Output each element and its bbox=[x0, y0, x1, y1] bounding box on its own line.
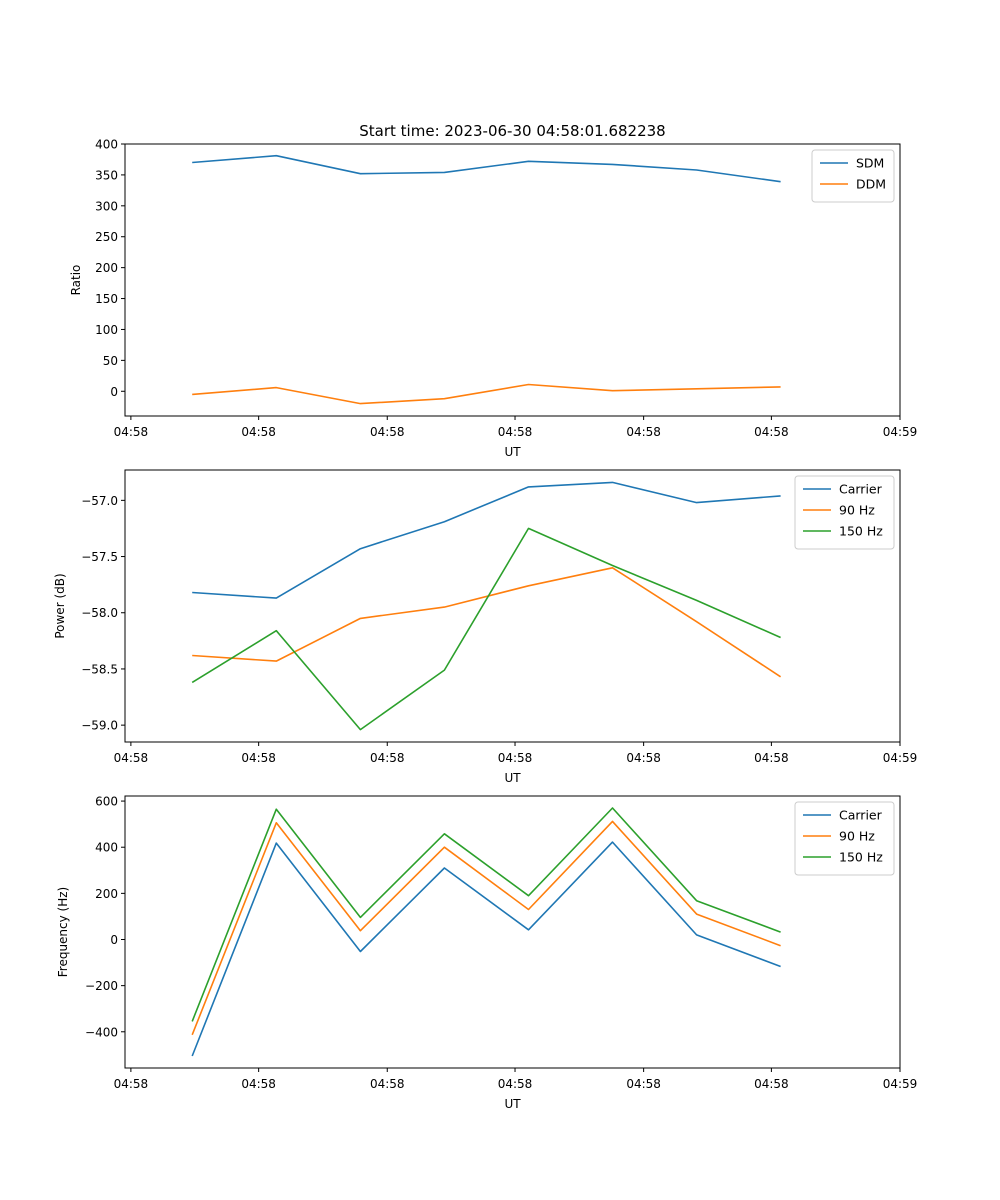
y-tick-label: 100 bbox=[95, 323, 118, 337]
series-line-carrier bbox=[192, 481, 781, 599]
y-tick-label: 200 bbox=[95, 887, 118, 901]
y-tick-label: 400 bbox=[95, 138, 118, 152]
x-tick-label: 04:58 bbox=[498, 1077, 533, 1091]
y-tick-label: −200 bbox=[85, 979, 118, 993]
x-tick-label: 04:58 bbox=[754, 1077, 789, 1091]
legend-label: 150 Hz bbox=[839, 850, 883, 865]
legend-label: 150 Hz bbox=[839, 524, 883, 539]
series-line-150-hz bbox=[191, 527, 781, 731]
axes-frame bbox=[124, 795, 901, 1069]
chart-panel-2: 04:58 04:58 04:58 04:58 04:58 04:58 04:59 −59.0… bbox=[53, 469, 918, 785]
y-tick-label: −58.5 bbox=[81, 662, 118, 676]
y-tick-label: 300 bbox=[95, 199, 118, 213]
x-tick-label: 04:58 bbox=[370, 1077, 405, 1091]
plot-area bbox=[125, 144, 900, 416]
x-tick-label: 04:58 bbox=[370, 425, 405, 439]
x-tick-label: 04:58 bbox=[370, 751, 405, 765]
x-tick-label: 04:58 bbox=[114, 751, 149, 765]
series-line-ddm bbox=[192, 383, 781, 405]
y-tick-label: −57.5 bbox=[81, 550, 118, 564]
legend-label: Carrier bbox=[839, 482, 883, 497]
x-tick-label: 04:58 bbox=[498, 751, 533, 765]
legend: SDM DDM bbox=[811, 149, 895, 203]
x-tick-label: 04:58 bbox=[241, 1077, 276, 1091]
y-tick-label: −58.0 bbox=[81, 606, 118, 620]
x-tick-label: 04:58 bbox=[114, 1077, 149, 1091]
series-line-sdm bbox=[192, 154, 781, 183]
y-tick-label: 350 bbox=[95, 168, 118, 182]
x-tick-label: 04:58 bbox=[626, 425, 661, 439]
plot-area bbox=[125, 796, 900, 1068]
x-tick-label: 04:59 bbox=[883, 751, 918, 765]
x-tick-label: 04:59 bbox=[883, 1077, 918, 1091]
chart-panel-3: 04:58 04:58 04:58 04:58 04:58 04:58 04:59 −400 −… bbox=[56, 795, 917, 1111]
x-tick-label: 04:58 bbox=[241, 425, 276, 439]
x-tick-label: 04:58 bbox=[754, 425, 789, 439]
legend-label: 90 Hz bbox=[839, 829, 875, 844]
y-tick-label: 200 bbox=[95, 261, 118, 275]
legend-label: DDM bbox=[856, 177, 886, 192]
x-tick-label: 04:58 bbox=[626, 1077, 661, 1091]
panels: 04:58 04:58 04:58 04:58 04:58 04:58 04:59 0 50 10… bbox=[53, 138, 917, 1112]
chart-panel-1: 04:58 04:58 04:58 04:58 04:58 04:58 04:59 0 50 10… bbox=[69, 138, 917, 460]
y-tick-label: 0 bbox=[110, 385, 118, 399]
series-line-150-hz bbox=[191, 807, 781, 1022]
legend-label: Carrier bbox=[839, 808, 883, 823]
y-axis-label: Power (dB) bbox=[53, 573, 67, 638]
y-tick-label: −59.0 bbox=[81, 719, 118, 733]
legend-label: SDM bbox=[856, 156, 884, 171]
axes-frame bbox=[124, 143, 901, 417]
axes-frame bbox=[124, 469, 901, 743]
y-axis-label: Ratio bbox=[69, 265, 83, 296]
x-axis-label: UT bbox=[504, 445, 521, 459]
y-tick-label: 150 bbox=[95, 292, 118, 306]
series-line-90-hz bbox=[192, 566, 782, 678]
legend: Carrier 90 Hz 150 Hz bbox=[794, 475, 895, 550]
plot-area bbox=[125, 470, 900, 742]
y-tick-label: 0 bbox=[110, 933, 118, 947]
x-axis-label: UT bbox=[504, 771, 521, 785]
y-axis-label: Frequency (Hz) bbox=[56, 887, 70, 978]
figure-title: Start time: 2023-06-30 04:58:01.682238 bbox=[359, 122, 665, 140]
series-line-90-hz bbox=[191, 820, 781, 1036]
legend-label: 90 Hz bbox=[839, 503, 875, 518]
y-tick-label: −400 bbox=[85, 1025, 118, 1039]
x-tick-label: 04:58 bbox=[754, 751, 789, 765]
x-axis-label: UT bbox=[504, 1097, 521, 1111]
legend: Carrier 90 Hz 150 Hz bbox=[794, 801, 895, 876]
x-tick-label: 04:59 bbox=[883, 425, 918, 439]
x-tick-label: 04:58 bbox=[114, 425, 149, 439]
y-tick-label: −57.0 bbox=[81, 494, 118, 508]
x-tick-label: 04:58 bbox=[626, 751, 661, 765]
y-tick-label: 600 bbox=[95, 795, 118, 809]
y-tick-label: 50 bbox=[103, 354, 118, 368]
y-tick-label: 400 bbox=[95, 841, 118, 855]
y-tick-label: 250 bbox=[95, 230, 118, 244]
x-tick-label: 04:58 bbox=[498, 425, 533, 439]
series-line-carrier bbox=[191, 841, 781, 1057]
x-tick-label: 04:58 bbox=[241, 751, 276, 765]
